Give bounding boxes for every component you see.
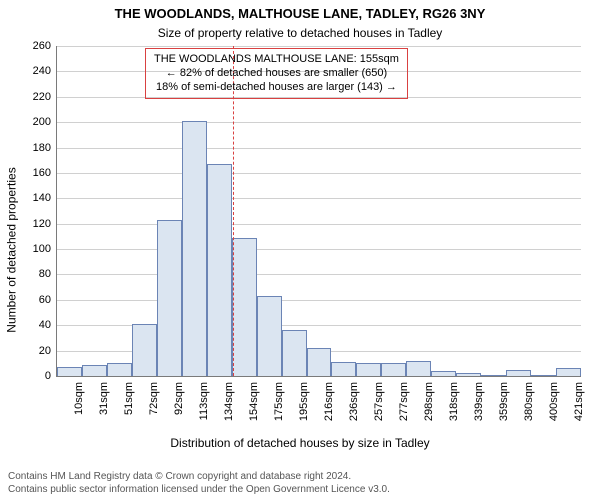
chart-container: THE WOODLANDS, MALTHOUSE LANE, TADLEY, R… <box>0 0 600 500</box>
footnote-line: Contains public sector information licen… <box>8 484 592 497</box>
histogram-bar <box>431 371 456 376</box>
gridline <box>57 224 581 225</box>
gridline <box>57 300 581 301</box>
x-tick-label: 134sqm <box>223 382 235 421</box>
x-tick-label: 72sqm <box>148 382 160 415</box>
histogram-bar <box>232 238 257 376</box>
plot-area: 02040608010012014016018020022024026010sq… <box>56 46 581 377</box>
x-tick-label: 236sqm <box>348 382 360 421</box>
histogram-bar <box>331 362 356 376</box>
histogram-bar <box>107 363 132 376</box>
gridline <box>57 274 581 275</box>
chart-title: THE WOODLANDS, MALTHOUSE LANE, TADLEY, R… <box>0 6 600 21</box>
gridline <box>57 173 581 174</box>
histogram-bar <box>506 370 531 376</box>
y-axis-label: Number of detached properties <box>2 0 22 500</box>
histogram-bar <box>307 348 332 376</box>
histogram-bar <box>556 368 581 376</box>
gridline <box>57 46 581 47</box>
histogram-bar <box>356 363 381 376</box>
x-tick-label: 421sqm <box>573 382 585 421</box>
annotation-line: 18% of semi-detached houses are larger (… <box>154 81 399 95</box>
x-axis-label: Distribution of detached houses by size … <box>0 436 600 450</box>
annotation-line: THE WOODLANDS MALTHOUSE LANE: 155sqm <box>154 53 399 67</box>
x-tick-label: 257sqm <box>373 382 385 421</box>
x-tick-label: 10sqm <box>73 382 85 415</box>
footnote: Contains HM Land Registry data © Crown c… <box>8 471 592 496</box>
histogram-bar <box>406 361 431 376</box>
x-tick-label: 195sqm <box>298 382 310 421</box>
histogram-bar <box>456 373 481 376</box>
gridline <box>57 148 581 149</box>
chart-subtitle: Size of property relative to detached ho… <box>0 26 600 40</box>
y-tick-label: 160 <box>33 167 57 179</box>
y-tick-label: 260 <box>33 40 57 52</box>
y-tick-label: 60 <box>39 294 57 306</box>
x-tick-label: 154sqm <box>248 382 260 421</box>
x-tick-label: 298sqm <box>423 382 435 421</box>
x-tick-label: 318sqm <box>448 382 460 421</box>
histogram-bar <box>82 365 107 376</box>
annotation-box: THE WOODLANDS MALTHOUSE LANE: 155sqm← 82… <box>145 48 408 99</box>
x-tick-label: 359sqm <box>498 382 510 421</box>
x-tick-label: 31sqm <box>98 382 110 415</box>
histogram-bar <box>57 367 82 376</box>
histogram-bar <box>157 220 182 376</box>
y-tick-label: 40 <box>39 319 57 331</box>
annotation-line: ← 82% of detached houses are smaller (65… <box>154 67 399 81</box>
x-tick-label: 216sqm <box>323 382 335 421</box>
y-tick-label: 180 <box>33 142 57 154</box>
histogram-bar <box>257 296 282 376</box>
x-tick-label: 175sqm <box>273 382 285 421</box>
histogram-bar <box>132 324 157 376</box>
gridline <box>57 198 581 199</box>
y-tick-label: 0 <box>45 370 57 382</box>
x-tick-label: 113sqm <box>198 382 210 420</box>
y-tick-label: 120 <box>33 218 57 230</box>
histogram-bar <box>282 330 307 376</box>
y-tick-label: 240 <box>33 65 57 77</box>
gridline <box>57 122 581 123</box>
x-tick-label: 51sqm <box>123 382 135 415</box>
histogram-bar <box>481 375 506 376</box>
footnote-line: Contains HM Land Registry data © Crown c… <box>8 471 592 484</box>
histogram-bar <box>182 121 207 376</box>
x-tick-label: 380sqm <box>523 382 535 421</box>
y-tick-label: 140 <box>33 192 57 204</box>
gridline <box>57 249 581 250</box>
histogram-bar <box>207 164 232 376</box>
y-tick-label: 80 <box>39 268 57 280</box>
histogram-bar <box>531 375 556 376</box>
y-tick-label: 100 <box>33 243 57 255</box>
y-tick-label: 200 <box>33 116 57 128</box>
histogram-bar <box>381 363 406 376</box>
x-tick-label: 92sqm <box>173 382 185 415</box>
x-tick-label: 400sqm <box>548 382 560 421</box>
x-tick-label: 277sqm <box>398 382 410 421</box>
x-tick-label: 339sqm <box>473 382 485 421</box>
y-tick-label: 20 <box>39 345 57 357</box>
y-tick-label: 220 <box>33 91 57 103</box>
